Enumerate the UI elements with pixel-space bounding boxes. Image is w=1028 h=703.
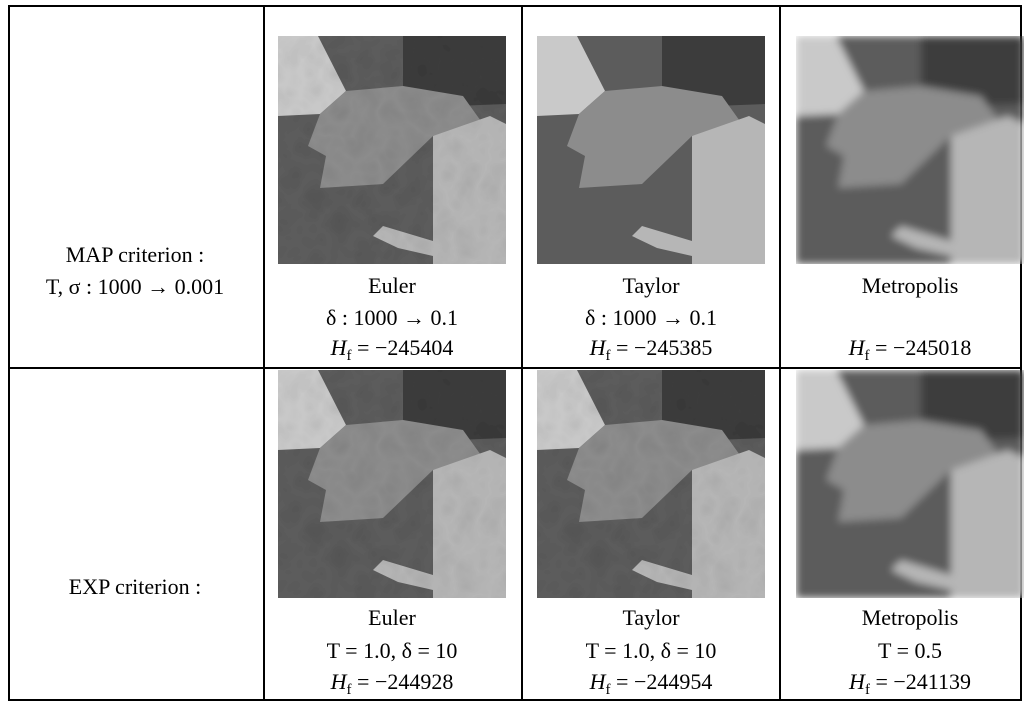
energy-lhs: H bbox=[330, 334, 347, 360]
table-border bbox=[8, 699, 1020, 701]
table-border bbox=[8, 5, 1020, 7]
method-params: δ : 1000 → 0.1 bbox=[585, 305, 717, 330]
energy: Hf = −244928 bbox=[331, 669, 454, 699]
energy-rhs: = −245404 bbox=[351, 334, 454, 360]
method-params: T = 0.5 bbox=[878, 638, 942, 663]
result-image bbox=[278, 36, 506, 264]
energy-sub: f bbox=[346, 682, 352, 699]
table-border bbox=[263, 5, 265, 701]
energy-rhs: = −241139 bbox=[869, 668, 971, 694]
table-border bbox=[1020, 5, 1022, 701]
table-border bbox=[8, 367, 1020, 369]
method-name: Taylor bbox=[622, 273, 680, 298]
result-image bbox=[796, 370, 1024, 598]
energy-lhs: H bbox=[589, 668, 606, 694]
result-image bbox=[537, 36, 765, 264]
energy-lhs: H bbox=[848, 334, 865, 360]
energy: Hf = −245385 bbox=[590, 335, 713, 365]
result-image bbox=[278, 370, 506, 598]
energy-lhs: H bbox=[589, 334, 606, 360]
method-name: Metropolis bbox=[861, 605, 959, 630]
energy-sub: f bbox=[864, 348, 870, 365]
method-params: δ : 1000 → 0.1 bbox=[326, 305, 458, 330]
method-name: Euler bbox=[368, 273, 416, 298]
energy-sub: f bbox=[346, 348, 352, 365]
method-name: Taylor bbox=[622, 605, 680, 630]
energy-sub: f bbox=[605, 682, 611, 699]
energy: Hf = −241139 bbox=[849, 669, 971, 699]
table-border bbox=[8, 5, 10, 701]
energy-lhs: H bbox=[849, 668, 865, 694]
energy-sub: f bbox=[605, 348, 611, 365]
method-params: T = 1.0, δ = 10 bbox=[585, 638, 717, 663]
energy: Hf = −245018 bbox=[849, 335, 972, 365]
energy-rhs: = −244928 bbox=[351, 668, 454, 694]
row-label: MAP criterion : bbox=[65, 242, 205, 267]
energy-rhs: = −245385 bbox=[610, 334, 713, 360]
energy-sub: f bbox=[864, 682, 870, 699]
method-name: Euler bbox=[368, 605, 416, 630]
row-label: EXP criterion : bbox=[68, 574, 202, 599]
result-image bbox=[796, 36, 1024, 264]
energy: Hf = −245404 bbox=[331, 335, 454, 365]
result-image bbox=[537, 370, 765, 598]
energy: Hf = −244954 bbox=[590, 669, 713, 699]
method-params: T = 1.0, δ = 10 bbox=[326, 638, 458, 663]
table-border bbox=[779, 5, 781, 701]
row-label: T, σ : 1000 → 0.001 bbox=[45, 274, 225, 299]
energy-rhs: = −245018 bbox=[869, 334, 972, 360]
method-name: Metropolis bbox=[861, 273, 959, 298]
table-border bbox=[521, 5, 523, 701]
energy-lhs: H bbox=[330, 668, 347, 694]
energy-rhs: = −244954 bbox=[610, 668, 713, 694]
